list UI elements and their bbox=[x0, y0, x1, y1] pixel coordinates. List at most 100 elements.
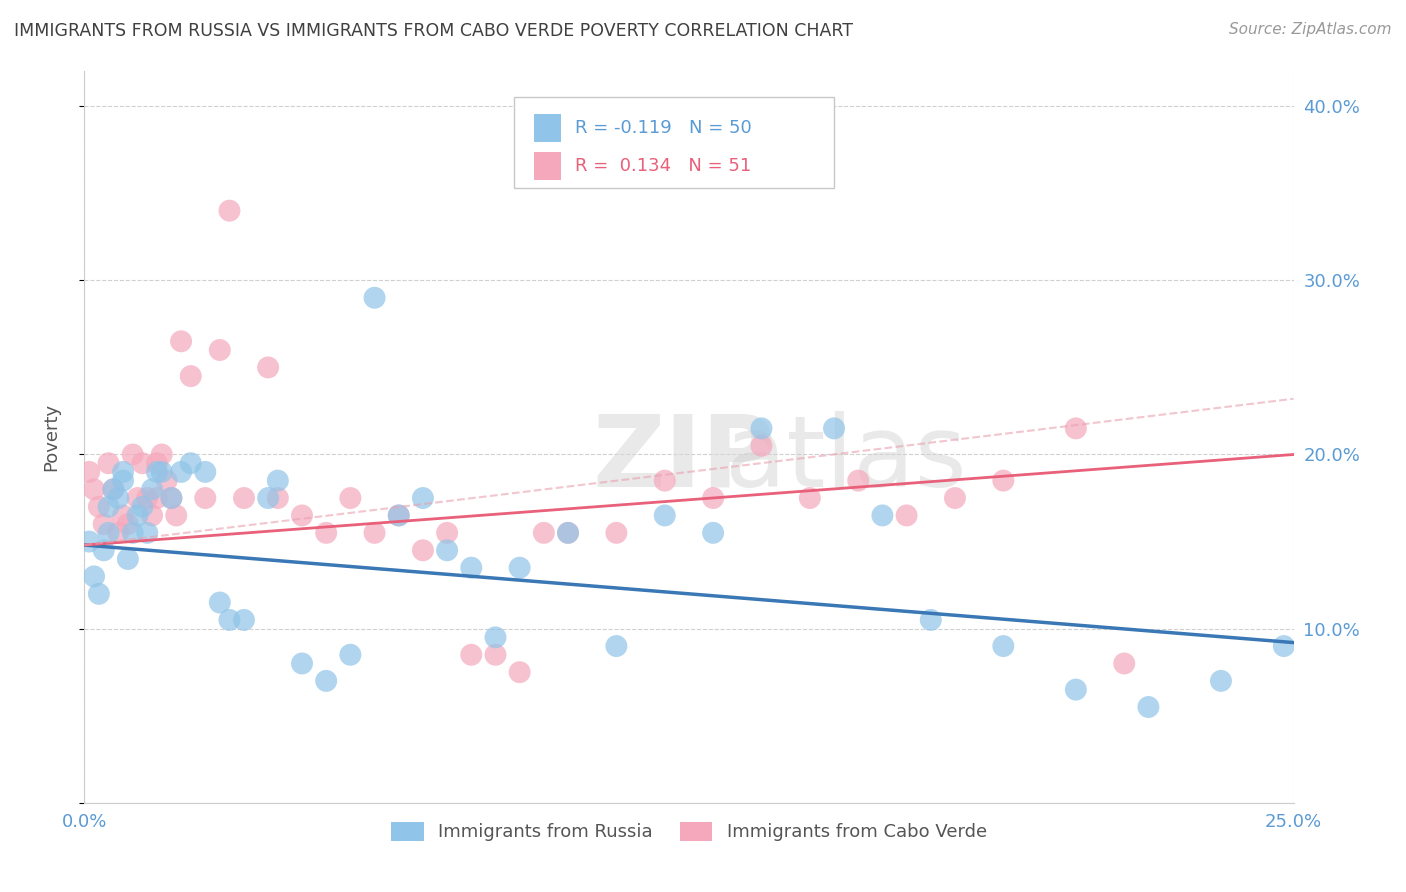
Point bbox=[460, 560, 482, 574]
Point bbox=[103, 483, 125, 497]
Point bbox=[1209, 673, 1232, 688]
Point bbox=[155, 474, 177, 488]
Point bbox=[267, 474, 290, 488]
FancyBboxPatch shape bbox=[513, 97, 834, 188]
Point bbox=[1114, 657, 1136, 671]
Point bbox=[896, 508, 918, 523]
Point bbox=[267, 491, 290, 505]
Point bbox=[557, 525, 579, 540]
Point bbox=[87, 587, 110, 601]
Point bbox=[127, 491, 149, 505]
Point bbox=[993, 474, 1015, 488]
Point bbox=[77, 534, 100, 549]
Point bbox=[872, 508, 894, 523]
Text: Source: ZipAtlas.com: Source: ZipAtlas.com bbox=[1229, 22, 1392, 37]
Point bbox=[83, 569, 105, 583]
Point bbox=[233, 613, 256, 627]
Point bbox=[1064, 421, 1087, 435]
Point bbox=[533, 525, 555, 540]
Point bbox=[136, 525, 159, 540]
Point bbox=[291, 508, 314, 523]
Point bbox=[257, 360, 280, 375]
Point bbox=[170, 465, 193, 479]
Point bbox=[160, 491, 183, 505]
Point bbox=[846, 474, 869, 488]
Point bbox=[1064, 682, 1087, 697]
Point bbox=[436, 525, 458, 540]
Point bbox=[87, 500, 110, 514]
Point bbox=[943, 491, 966, 505]
Point bbox=[315, 525, 337, 540]
Point bbox=[107, 491, 129, 505]
Point bbox=[920, 613, 942, 627]
Point bbox=[107, 525, 129, 540]
Point bbox=[751, 421, 773, 435]
Point bbox=[484, 648, 506, 662]
Point bbox=[146, 491, 169, 505]
Point bbox=[150, 465, 173, 479]
Point bbox=[208, 595, 231, 609]
Point bbox=[436, 543, 458, 558]
Point bbox=[112, 508, 135, 523]
Point bbox=[339, 491, 361, 505]
Point bbox=[150, 448, 173, 462]
Point bbox=[315, 673, 337, 688]
Point bbox=[83, 483, 105, 497]
Point bbox=[823, 421, 845, 435]
Point bbox=[170, 334, 193, 349]
Point bbox=[97, 500, 120, 514]
Point bbox=[702, 491, 724, 505]
Point bbox=[412, 491, 434, 505]
Point bbox=[1272, 639, 1295, 653]
Point bbox=[339, 648, 361, 662]
Point bbox=[165, 508, 187, 523]
Point bbox=[484, 631, 506, 645]
Point bbox=[97, 456, 120, 470]
Text: ZIP: ZIP bbox=[592, 410, 775, 508]
Text: atlas: atlas bbox=[725, 410, 967, 508]
Point bbox=[194, 465, 217, 479]
Point bbox=[121, 448, 143, 462]
Point bbox=[291, 657, 314, 671]
Point bbox=[146, 465, 169, 479]
Point bbox=[388, 508, 411, 523]
Point bbox=[460, 648, 482, 662]
Y-axis label: Poverty: Poverty bbox=[42, 403, 60, 471]
Point bbox=[136, 491, 159, 505]
Point bbox=[654, 474, 676, 488]
Point bbox=[97, 525, 120, 540]
Text: R =  0.134   N = 51: R = 0.134 N = 51 bbox=[575, 157, 752, 175]
Point bbox=[131, 500, 153, 514]
Point bbox=[112, 474, 135, 488]
Point bbox=[117, 552, 139, 566]
Point bbox=[208, 343, 231, 357]
Point bbox=[160, 491, 183, 505]
Point bbox=[363, 291, 385, 305]
Point bbox=[141, 483, 163, 497]
Point bbox=[605, 639, 627, 653]
Point bbox=[799, 491, 821, 505]
Legend: Immigrants from Russia, Immigrants from Cabo Verde: Immigrants from Russia, Immigrants from … bbox=[384, 814, 994, 848]
Point bbox=[117, 517, 139, 532]
Point bbox=[218, 613, 240, 627]
Point bbox=[180, 456, 202, 470]
Point bbox=[388, 508, 411, 523]
Point bbox=[751, 439, 773, 453]
Text: IMMIGRANTS FROM RUSSIA VS IMMIGRANTS FROM CABO VERDE POVERTY CORRELATION CHART: IMMIGRANTS FROM RUSSIA VS IMMIGRANTS FRO… bbox=[14, 22, 853, 40]
Point bbox=[194, 491, 217, 505]
Point bbox=[257, 491, 280, 505]
Point bbox=[93, 517, 115, 532]
Point bbox=[93, 543, 115, 558]
Bar bbox=[534, 153, 561, 180]
Point bbox=[1137, 700, 1160, 714]
Point bbox=[103, 483, 125, 497]
Point bbox=[218, 203, 240, 218]
Point bbox=[146, 456, 169, 470]
Point bbox=[77, 465, 100, 479]
Point bbox=[412, 543, 434, 558]
Point bbox=[180, 369, 202, 384]
Point bbox=[654, 508, 676, 523]
Point bbox=[557, 525, 579, 540]
Point bbox=[702, 525, 724, 540]
Point bbox=[509, 560, 531, 574]
